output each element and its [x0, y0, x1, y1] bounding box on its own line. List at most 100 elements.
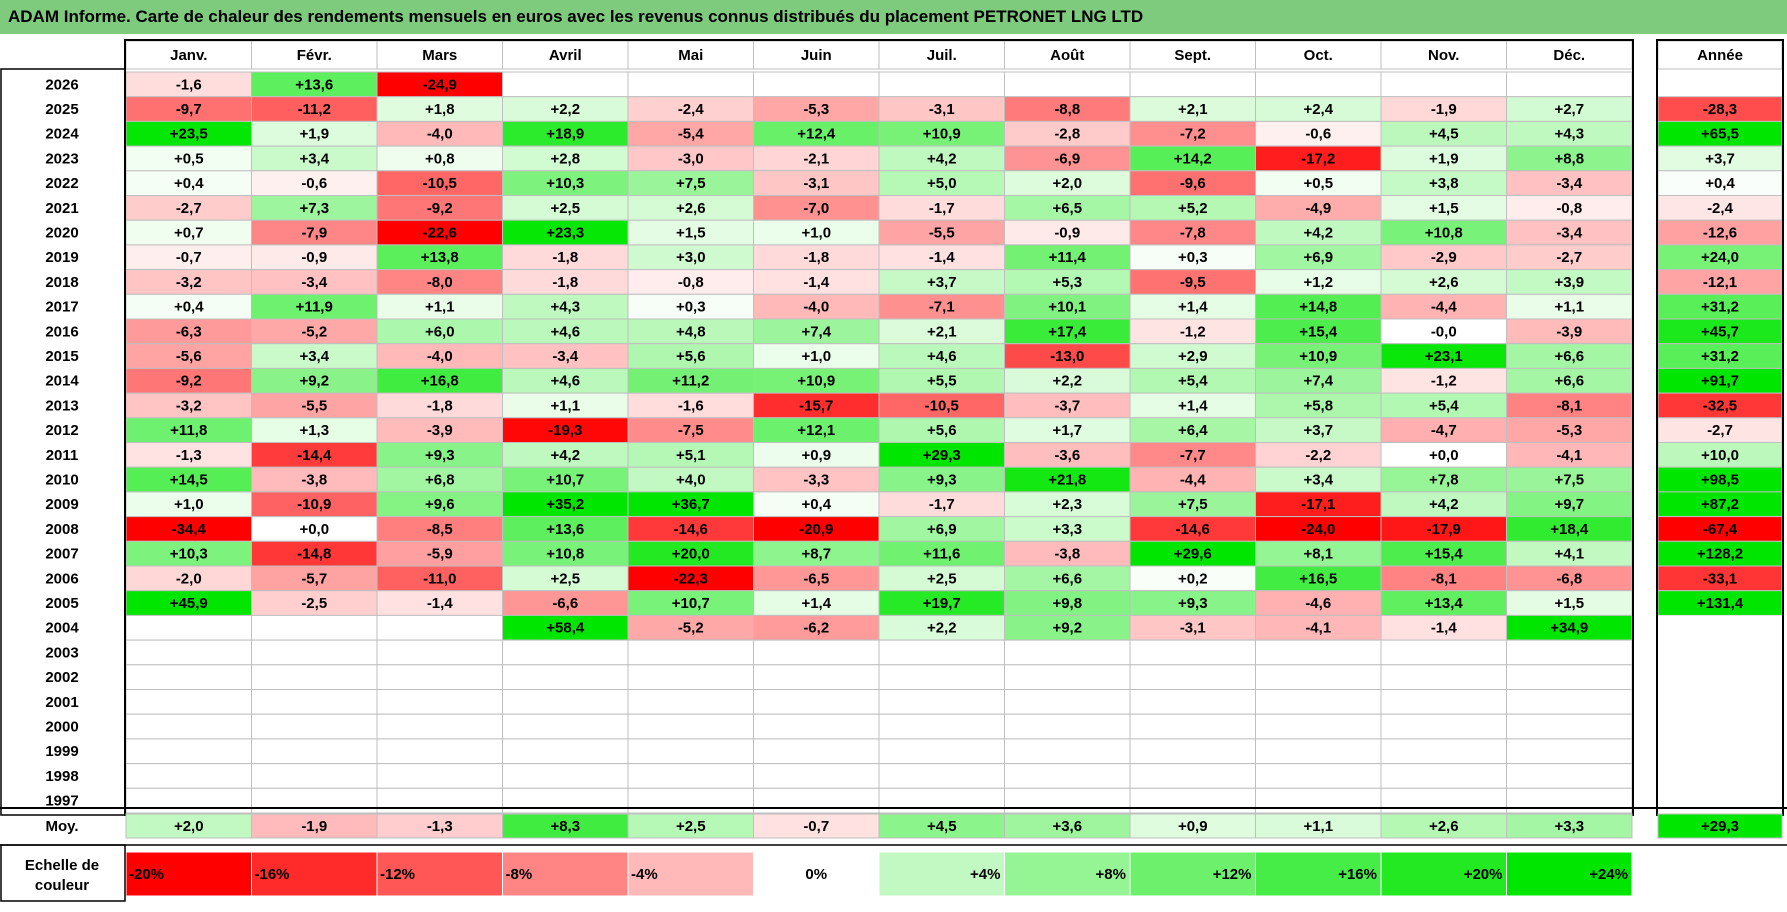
- heatmap-cell-label: -0,6: [1305, 126, 1331, 143]
- heatmap-cell: [251, 417, 378, 443]
- heatmap-cell: [1004, 713, 1131, 740]
- heatmap-cell: [502, 491, 629, 518]
- heatmap-cell-label: -14,4: [297, 447, 332, 464]
- heatmap-cell-label: -1,4: [803, 274, 830, 291]
- month-header: Sept.: [1174, 47, 1211, 64]
- heatmap-cell: [1255, 170, 1382, 197]
- row-year-label: 2002: [45, 669, 78, 686]
- heatmap-cell-label: -5,3: [1556, 422, 1582, 439]
- scale-swatch: [1255, 851, 1382, 897]
- heatmap-cell: [1380, 367, 1507, 394]
- heatmap-cell: [878, 195, 1005, 221]
- heatmap-cell-label: +5,1: [676, 447, 706, 464]
- annual-cell-label: -2,4: [1707, 200, 1734, 217]
- row-year-label: 2022: [45, 175, 78, 192]
- heatmap-cell-label: -3,3: [803, 472, 829, 489]
- heatmap-cell-label: +1,7: [1052, 422, 1082, 439]
- heatmap-cell-label: +3,4: [299, 150, 329, 167]
- heatmap-cell-label: +1,5: [1429, 200, 1459, 217]
- heatmap-cell: [1506, 491, 1633, 518]
- heatmap-cell: [502, 713, 629, 740]
- heatmap-cell: [1004, 590, 1131, 616]
- heatmap-cell: [1380, 738, 1507, 765]
- heatmap-cell-label: -3,4: [1556, 175, 1583, 192]
- average-cell: [627, 813, 754, 839]
- row-year-label: 2010: [45, 472, 78, 489]
- heatmap-cell-label: -3,1: [1180, 620, 1206, 637]
- heatmap-cell: [878, 713, 1005, 740]
- scale-label-line1: Echelle de: [25, 857, 99, 874]
- heatmap-cell: [251, 96, 378, 122]
- row-year-label: 2024: [45, 126, 79, 143]
- heatmap-cell: [376, 763, 503, 789]
- heatmap-cell-label: +7,4: [801, 323, 831, 340]
- heatmap-cell: [502, 96, 629, 122]
- heatmap-cell: [753, 71, 880, 98]
- heatmap-cell: [878, 96, 1005, 122]
- annual-cell-label: +0,4: [1705, 175, 1735, 192]
- average-cell-label: -0,7: [803, 818, 829, 835]
- heatmap-cell-label: +4,0: [676, 472, 706, 489]
- heatmap-cell-label: -8,1: [1431, 570, 1457, 587]
- heatmap-cell-label: +12,1: [797, 422, 835, 439]
- heatmap-cell-label: -4,4: [1180, 472, 1207, 489]
- heatmap-cell: [753, 664, 880, 690]
- heatmap-cell: [251, 664, 378, 690]
- heatmap-cell-label: -5,7: [301, 570, 327, 587]
- average-cell-label: +4,5: [927, 818, 957, 835]
- heatmap-cell-label: -10,5: [423, 175, 457, 192]
- heatmap-cell-label: +10,9: [1299, 348, 1337, 365]
- heatmap-cell-label: +6,8: [425, 472, 455, 489]
- heatmap-cell-label: +1,2: [1303, 274, 1333, 291]
- average-cell: [1380, 813, 1507, 839]
- heatmap-cell: [1129, 466, 1256, 493]
- heatmap-cell: [753, 195, 880, 221]
- heatmap-cell-label: -0,9: [301, 249, 327, 266]
- annual-cell: [1657, 269, 1783, 295]
- heatmap-cell: [627, 466, 754, 493]
- annual-cell-label: +31,2: [1701, 299, 1739, 316]
- heatmap-cell-label: -2,8: [1054, 126, 1080, 143]
- heatmap-cell-label: +2,6: [676, 200, 706, 217]
- row-year-label: 1998: [45, 768, 78, 785]
- heatmap-cell: [251, 614, 378, 641]
- heatmap-cell-label: -4,1: [1305, 620, 1331, 637]
- average-cell-label: +3,3: [1554, 818, 1584, 835]
- heatmap-cell-label: +2,5: [550, 570, 580, 587]
- average-cell: [1004, 813, 1131, 839]
- heatmap-cell: [1380, 71, 1507, 98]
- heatmap-cell: [1380, 244, 1507, 271]
- row-year-label: 2003: [45, 644, 78, 661]
- heatmap-cell: [1380, 664, 1507, 690]
- heatmap-cell-label: +17,4: [1048, 323, 1087, 340]
- heatmap-cell: [753, 713, 880, 740]
- heatmap-cell: [1004, 219, 1131, 246]
- heatmap-cell-label: -3,4: [301, 274, 328, 291]
- heatmap-cell-label: +7,4: [1303, 373, 1333, 390]
- heatmap-cell-label: +16,8: [421, 373, 459, 390]
- heatmap-cell: [753, 516, 880, 542]
- heatmap-cell-label: +3,7: [927, 274, 957, 291]
- heatmap-cell: [376, 639, 503, 666]
- month-header: Déc.: [1553, 47, 1585, 64]
- month-header-cell: [878, 40, 1005, 70]
- heatmap-cell-label: -5,5: [301, 397, 327, 414]
- heatmap-cell: [1004, 689, 1131, 715]
- heatmap-cell-label: +1,4: [801, 595, 831, 612]
- heatmap-cell: [1380, 96, 1507, 122]
- row-year-label: 1997: [45, 793, 78, 810]
- heatmap-cell: [1004, 614, 1131, 641]
- heatmap-cell-label: +11,2: [672, 373, 709, 390]
- heatmap-cell: [1255, 367, 1382, 394]
- annual-cell: [1657, 466, 1783, 493]
- scale-label-frame: [0, 844, 126, 902]
- heatmap-cell: [627, 367, 754, 394]
- heatmap-cell-label: -3,8: [1054, 546, 1080, 563]
- heatmap-cell: [1129, 516, 1256, 542]
- heatmap-cell: [1004, 466, 1131, 493]
- heatmap-cell: [502, 367, 629, 394]
- heatmap-cell-label: -4,4: [1431, 299, 1458, 316]
- scale-step-label: +8%: [1096, 866, 1126, 883]
- annual-cell-label: +31,2: [1701, 348, 1739, 365]
- heatmap-cell: [878, 343, 1005, 369]
